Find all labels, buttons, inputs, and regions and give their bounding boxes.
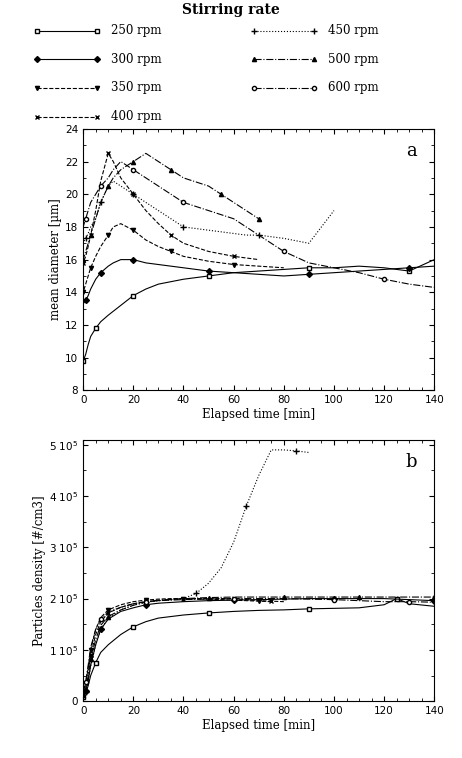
X-axis label: Elapsed time [min]: Elapsed time [min] — [202, 719, 315, 731]
Y-axis label: Particles density [#/cm3]: Particles density [#/cm3] — [33, 495, 46, 646]
X-axis label: Elapsed time [min]: Elapsed time [min] — [202, 408, 315, 421]
Text: 350 rpm: 350 rpm — [111, 81, 162, 95]
Text: 300 rpm: 300 rpm — [111, 53, 162, 66]
Text: 450 rpm: 450 rpm — [328, 24, 379, 37]
Text: Stirring rate: Stirring rate — [182, 3, 280, 17]
Text: 400 rpm: 400 rpm — [111, 110, 162, 123]
Text: a: a — [406, 142, 417, 160]
Text: b: b — [405, 453, 417, 471]
Text: 600 rpm: 600 rpm — [328, 81, 379, 95]
Text: 250 rpm: 250 rpm — [111, 24, 161, 37]
Y-axis label: mean diameter [µm]: mean diameter [µm] — [49, 199, 62, 321]
Text: 500 rpm: 500 rpm — [328, 53, 379, 66]
